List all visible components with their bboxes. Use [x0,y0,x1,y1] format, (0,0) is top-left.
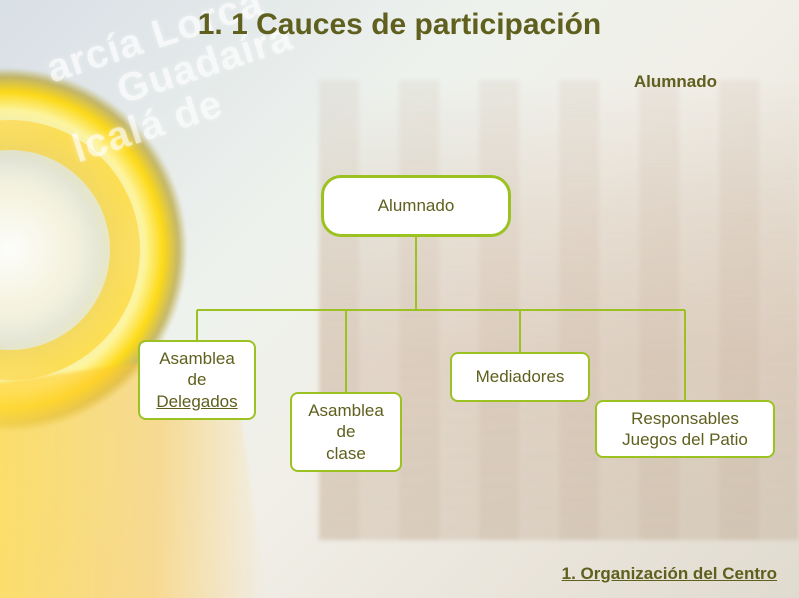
node-n1-line: Delegados [156,391,237,412]
node-n1-line: de [188,369,207,390]
node-root-line: Alumnado [378,195,455,216]
slide-title: 1. 1 Cauces de participación [0,8,799,42]
slide-stage: arcía Lorca Guadaíra lcalá de 1. 1 Cauce… [0,0,799,598]
node-n4-line: Responsables [631,408,739,429]
node-n3-line: Mediadores [476,366,565,387]
node-n2: Asambleadeclase [290,392,402,472]
node-n4: ResponsablesJuegos del Patio [595,400,775,458]
node-n2-line: Asamblea [308,400,384,421]
node-n4-line: Juegos del Patio [622,429,748,450]
node-n2-line: de [337,421,356,442]
node-n1-line: Asamblea [159,348,235,369]
node-n2-line: clase [326,443,366,464]
node-root: Alumnado [321,175,511,237]
node-n1: AsambleadeDelegados [138,340,256,420]
node-n3: Mediadores [450,352,590,402]
footer-link[interactable]: 1. Organización del Centro [562,564,777,584]
slide-subtitle: Alumnado [634,72,717,92]
